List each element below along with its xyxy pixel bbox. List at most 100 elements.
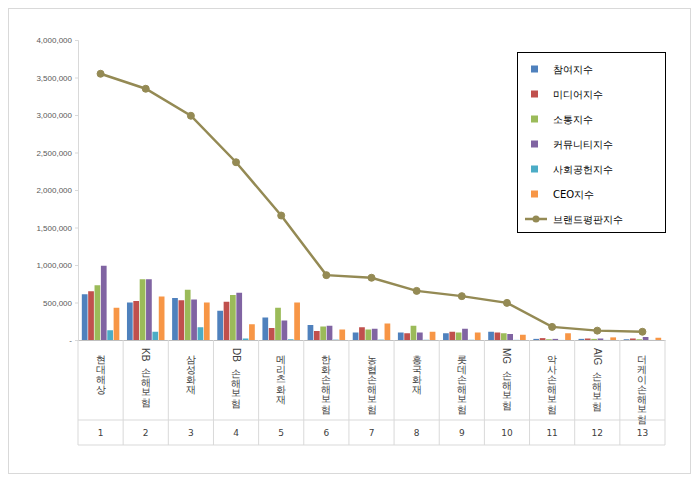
table-divider — [168, 340, 169, 445]
bar — [488, 332, 494, 340]
line-marker — [233, 159, 240, 166]
y-tick-label: - — [69, 336, 72, 345]
legend-swatch — [531, 91, 538, 98]
bar — [230, 295, 236, 340]
bar — [152, 332, 158, 340]
bar — [565, 333, 571, 340]
bar — [624, 339, 630, 340]
y-tick: 1,000,000 — [36, 261, 78, 270]
bar — [114, 308, 120, 340]
x-tick: 현대해상 — [95, 340, 106, 395]
bar — [649, 339, 655, 340]
bar — [501, 333, 507, 340]
bar-series — [95, 279, 643, 340]
y-tick-mark — [75, 303, 78, 304]
table-divider — [258, 340, 259, 445]
x-tick: 메리츠화재 — [276, 340, 287, 405]
bar — [540, 338, 546, 340]
bar — [449, 332, 455, 340]
y-tick-mark — [75, 78, 78, 79]
table-divider — [484, 340, 485, 445]
x-tick: 악사손해보험 — [547, 340, 558, 415]
table-divider — [78, 420, 665, 421]
bar — [333, 339, 339, 340]
line-marker — [187, 112, 194, 119]
x-tick: 농협손해보험 — [366, 340, 377, 415]
y-tick-label: 2,500,000 — [36, 149, 72, 158]
bar — [327, 326, 333, 340]
legend-label: 사회공헌지수 — [553, 164, 613, 175]
bar — [604, 339, 610, 340]
rank-labels: 12345678910111213 — [98, 428, 648, 438]
bar — [101, 266, 107, 340]
bar — [146, 279, 152, 340]
bar — [224, 302, 230, 340]
bar — [217, 311, 223, 340]
y-tick-label: 500,000 — [43, 299, 72, 308]
legend: 참여지수미디어지수소통지수커뮤니티지수사회공헌지수CEO지수브랜드평판지수 — [518, 53, 666, 233]
bar — [630, 339, 636, 341]
rank-label: 8 — [414, 428, 420, 438]
x-tick-label: AIG손해보험 — [592, 348, 603, 412]
bar — [495, 333, 501, 341]
bar — [514, 339, 520, 340]
x-tick-label: 롯데손해보험 — [456, 348, 467, 415]
y-tick: - — [69, 336, 78, 345]
bar — [133, 301, 139, 340]
bar — [456, 333, 462, 341]
y-axis: -500,0001,000,0001,500,0002,000,0002,500… — [36, 36, 78, 345]
bar — [585, 339, 591, 341]
x-tick: AIG손해보험 — [592, 340, 603, 412]
x-tick-label: MG손해보험 — [501, 348, 512, 411]
x-tick-label: 악사손해보험 — [547, 348, 558, 415]
bar — [462, 329, 468, 340]
line-marker — [142, 85, 149, 92]
y-tick: 3,000,000 — [36, 111, 78, 120]
legend-label: 브랜드평판지수 — [553, 214, 623, 225]
legend-label: 커뮤니티지수 — [553, 139, 613, 150]
y-tick: 1,500,000 — [36, 224, 78, 233]
bar — [468, 339, 474, 340]
x-tick-label: 더케이손해보험 — [637, 348, 648, 425]
rank-label: 9 — [459, 428, 465, 438]
line-marker — [549, 323, 556, 330]
bar — [314, 331, 320, 340]
table-divider — [619, 340, 620, 445]
bar — [398, 333, 404, 341]
rank-label: 7 — [369, 428, 375, 438]
bar — [294, 303, 300, 341]
bar — [365, 330, 371, 341]
table-divider — [394, 340, 395, 445]
chart-frame — [9, 9, 691, 474]
bar — [404, 333, 410, 340]
y-tick: 500,000 — [43, 299, 78, 308]
bar — [655, 338, 661, 340]
x-tick-label: 삼성화재 — [185, 348, 196, 395]
bar — [598, 339, 604, 341]
line-marker — [278, 212, 285, 219]
bar — [320, 327, 326, 341]
bar — [546, 339, 552, 340]
bar — [591, 339, 597, 340]
x-tick-label: DB손해보험 — [231, 348, 242, 409]
legend-label: CEO지수 — [553, 189, 594, 200]
y-tick-mark — [75, 115, 78, 116]
bar — [308, 325, 314, 340]
bar — [159, 297, 165, 341]
bar — [385, 324, 391, 341]
rank-label: 5 — [278, 428, 284, 438]
bar — [552, 339, 558, 340]
legend-swatch — [531, 191, 538, 198]
bar — [372, 329, 378, 340]
bar — [262, 318, 268, 341]
table-divider — [348, 340, 349, 445]
y-tick: 3,500,000 — [36, 74, 78, 83]
table-divider — [529, 340, 530, 445]
bar — [430, 332, 436, 340]
bar — [249, 324, 255, 340]
bar — [507, 334, 513, 340]
legend-swatch — [531, 116, 538, 123]
x-axis: 현대해상KB손해보험삼성화재DB손해보험메리츠화재한화손해보험농협손해보험흥국화… — [79, 340, 666, 425]
bar — [533, 339, 539, 340]
table-divider — [574, 340, 575, 445]
